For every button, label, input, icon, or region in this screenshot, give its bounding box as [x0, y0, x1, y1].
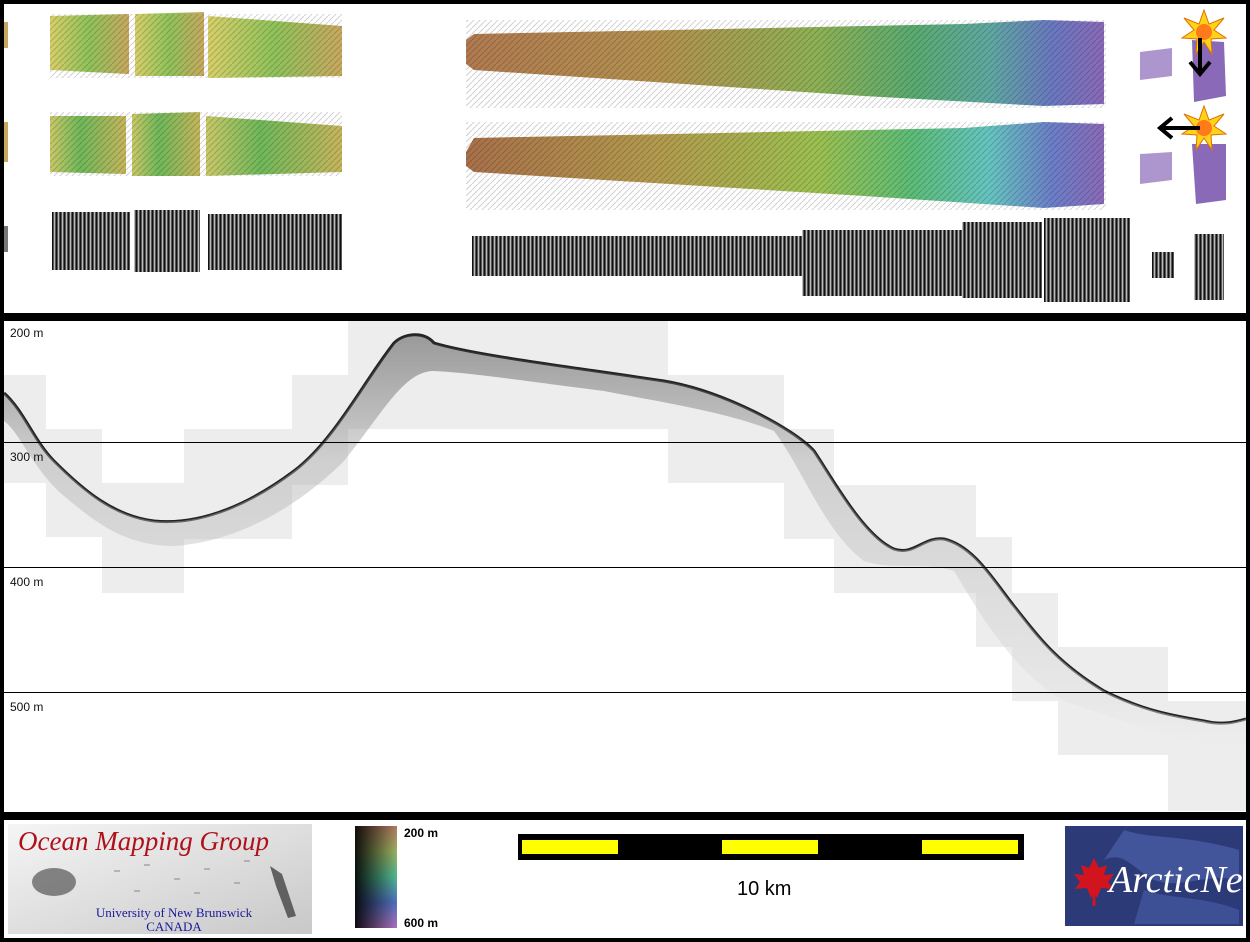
swath-strips-panel [4, 4, 1246, 313]
strip-left-bathy-b [4, 112, 342, 176]
depth-colorbar [355, 826, 397, 928]
swath-strips-svg [4, 8, 1228, 302]
depth-label-400: 400 m [10, 575, 44, 589]
depth-label-500: 500 m [10, 700, 44, 714]
footer-graphics [8, 824, 1243, 934]
strip-right-bathy-b [466, 122, 1226, 210]
arcticnet-text: ArcticNet [1109, 859, 1246, 901]
strip-left-bathy-a [4, 12, 342, 78]
scale-bar [518, 834, 1024, 860]
seafloor-scatter [4, 334, 1246, 751]
strip-left-backscatter [4, 210, 342, 272]
omg-university: University of New Brunswick [95, 905, 253, 920]
depth-label-300: 300 m [10, 450, 44, 464]
maple-leaf-icon [1074, 858, 1114, 906]
omg-country: CANADA [146, 919, 202, 934]
arrow-down-icon [1188, 38, 1212, 78]
sun-icon [1180, 8, 1228, 56]
colorbar-top-label: 200 m [404, 826, 439, 840]
depth-label-200: 200 m [10, 326, 44, 340]
omg-subtitle: University of New Brunswick CANADA [74, 906, 274, 934]
arcticnet-logo [1065, 826, 1243, 926]
strip-right-backscatter [472, 218, 1224, 302]
scalebar-label: 10 km [737, 878, 792, 900]
colorbar-bottom-label: 600 m [404, 916, 439, 930]
strip-right-bathy-a [466, 20, 1226, 108]
omg-logo [8, 824, 312, 934]
sun-icon [1180, 104, 1228, 152]
arrow-left-icon [1156, 116, 1200, 140]
depth-profile-svg [4, 321, 1246, 811]
legend-footer: Ocean Mapping Group University of New Br… [4, 820, 1246, 938]
depth-gridlines [4, 442, 1246, 693]
omg-title: Ocean Mapping Group [18, 826, 269, 856]
depth-profile-panel: 200 m 300 m 400 m 500 m [4, 321, 1246, 812]
